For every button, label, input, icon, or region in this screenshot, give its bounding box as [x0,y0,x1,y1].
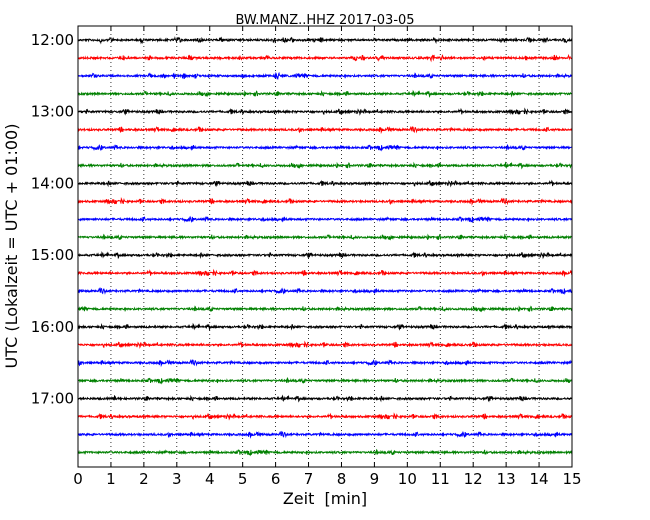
seismic-trace [77,322,573,331]
x-tick-label: 9 [370,470,380,488]
x-tick-label: 0 [73,470,83,488]
seismic-trace [77,107,573,116]
seismic-trace [77,89,573,98]
seismic-trace [77,412,573,421]
seismic-trace [77,36,573,45]
x-tick-label: 12 [464,470,483,488]
x-tick-label: 6 [271,470,281,488]
seismic-trace [77,359,573,368]
x-tick-label: 8 [337,470,347,488]
seismic-trace [77,71,573,81]
x-tick-label: 15 [562,470,581,488]
seismic-trace [77,215,573,224]
x-axis-ticks: 0 1 2 3 4 5 6 7 8 9 10 11 12 13 14 15 [73,26,582,488]
y-tick-label: 16:00 [31,318,74,336]
y-axis-ticks: 12:00 13:00 14:00 15:00 16:00 17:00 [31,31,572,408]
y-tick-label: 15:00 [31,246,74,264]
x-tick-label: 2 [139,470,149,488]
seismic-trace [77,161,573,170]
x-tick-label: 4 [205,470,215,488]
y-tick-label: 14:00 [31,174,74,192]
x-axis-label: Zeit [min] [283,489,367,508]
x-tick-label: 13 [497,470,516,488]
grid-lines [110,26,540,467]
x-tick-label: 11 [431,470,450,488]
x-tick-label: 3 [172,470,182,488]
seismic-trace [78,377,573,385]
seismic-trace [77,340,573,349]
seismic-trace [77,305,573,313]
seismic-trace [77,143,573,152]
x-tick-label: 14 [530,470,549,488]
seismic-trace [77,287,573,296]
plot-frame [77,25,573,468]
y-tick-label: 17:00 [31,390,74,408]
seismic-trace [77,430,573,439]
seismic-trace [77,251,573,260]
x-tick-label: 5 [238,470,248,488]
seismic-trace [77,179,573,188]
x-tick-label: 7 [304,470,314,488]
seismic-trace [77,268,573,278]
x-tick-label: 10 [398,470,417,488]
y-tick-label: 13:00 [31,103,74,121]
chart-title: BW.MANZ..HHZ 2017-03-05 [235,13,414,28]
x-tick-label: 1 [106,470,116,488]
seismic-trace [77,197,573,206]
seismic-trace [77,394,573,403]
seismic-trace [77,53,573,63]
y-tick-label: 12:00 [31,31,74,49]
seismic-trace [77,448,573,457]
seismic-trace [77,125,573,135]
traces [77,36,573,457]
y-axis-label: UTC (Lokalzeit = UTC + 01:00) [2,124,21,369]
seismic-trace [77,233,573,241]
